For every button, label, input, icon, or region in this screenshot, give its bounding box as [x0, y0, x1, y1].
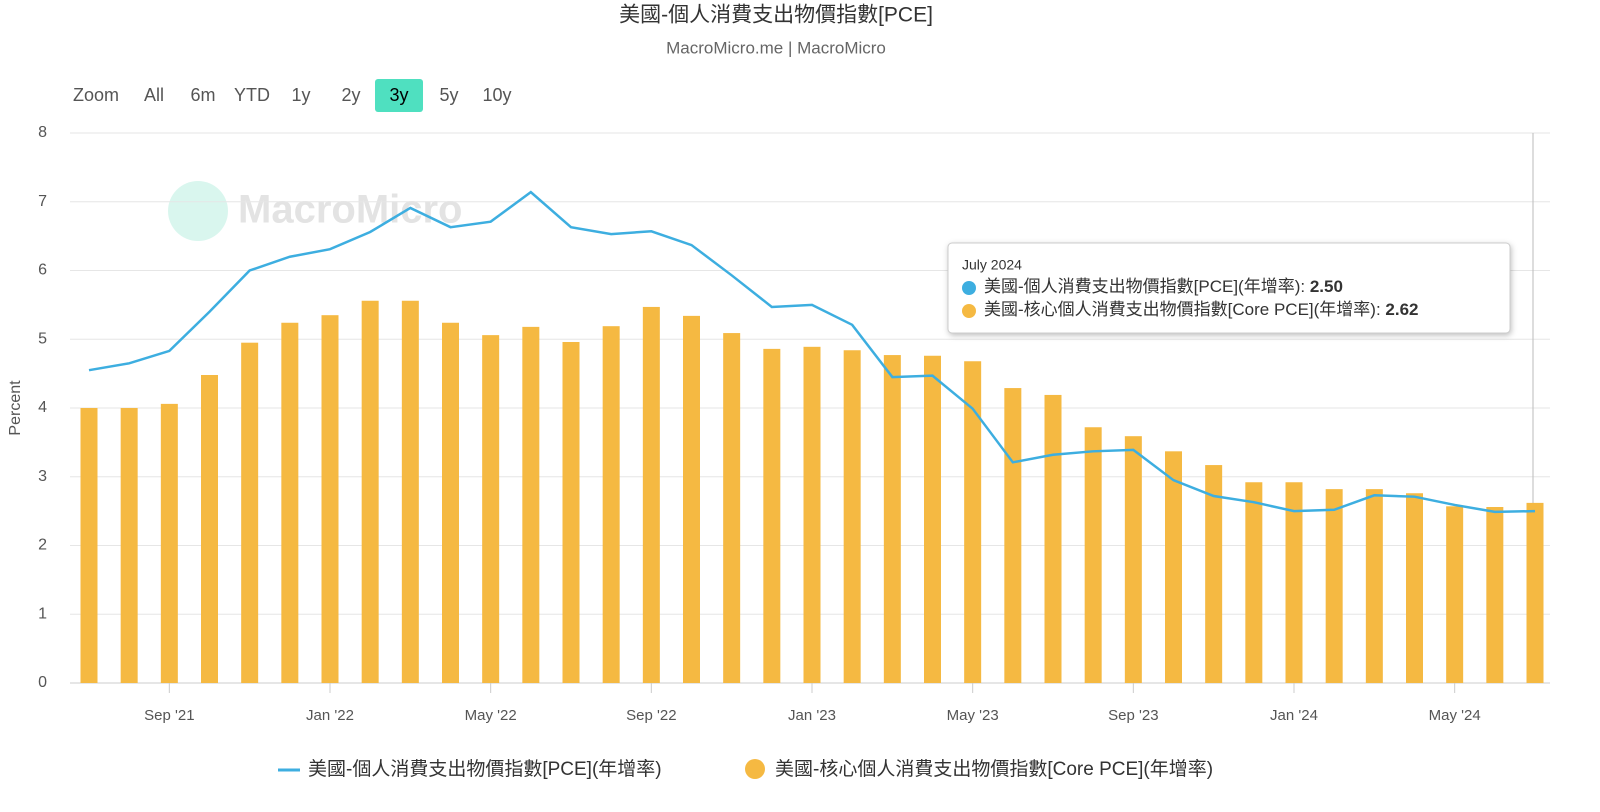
bar [442, 322, 459, 683]
bar [803, 346, 821, 683]
legend-label[interactable]: 美國-個人消費支出物價指數[PCE](年增率) [308, 758, 662, 780]
range-button[interactable]: All [144, 85, 164, 105]
tooltip-dot [962, 304, 976, 318]
tooltip-box [947, 242, 1511, 334]
bar [1486, 507, 1504, 683]
x-tick-label: Jan '22 [306, 707, 354, 724]
line [88, 190, 1536, 514]
x-tick-label: Sep '23 [1108, 707, 1158, 724]
y-tick-label: 0 [38, 674, 47, 691]
y-tick-label: 2 [38, 537, 47, 554]
tooltip-item: 美國-核心個人消費支出物價指數[Core PCE](年增率): 2.62 [984, 300, 1419, 319]
y-tick-label: 5 [38, 330, 47, 347]
bar [522, 326, 540, 683]
tooltip-label: 美國-核心個人消費支出物價指數[Core PCE](年增率): [984, 300, 1385, 319]
tooltip-dot [962, 281, 976, 295]
bar [1084, 427, 1102, 683]
x-tick-label: Jan '24 [1270, 707, 1318, 724]
x-tick-label: May '23 [947, 707, 999, 724]
x-tick-label: Sep '21 [144, 707, 194, 724]
bar [883, 355, 901, 683]
range-button[interactable]: 3y [389, 85, 408, 105]
bar [401, 300, 419, 683]
range-button[interactable]: 10y [482, 85, 511, 105]
x-tick-label: Jan '23 [788, 707, 836, 724]
bar [1124, 436, 1142, 683]
bar [241, 342, 259, 683]
bar [763, 348, 781, 683]
bar [361, 300, 379, 683]
bar [1245, 482, 1263, 683]
watermark: MacroMicro [238, 188, 463, 232]
bar [1446, 506, 1464, 683]
y-tick-label: 6 [38, 262, 47, 279]
range-button[interactable]: 2y [341, 85, 360, 105]
bar [321, 315, 339, 683]
bar [843, 350, 861, 683]
bar [1044, 394, 1062, 683]
bar [1526, 502, 1544, 683]
chart-title: 美國-個人消費支出物價指數[PCE] [619, 4, 933, 27]
chart-subtitle: MacroMicro.me | MacroMicro [666, 38, 886, 57]
watermark-logo [168, 181, 228, 241]
bar [562, 342, 580, 683]
bar [160, 403, 178, 683]
bar [201, 375, 218, 683]
legend-label[interactable]: 美國-核心個人消費支出物價指數[Core PCE](年增率) [775, 758, 1213, 780]
bar [1325, 489, 1343, 683]
bar [1365, 489, 1383, 683]
legend-swatch [745, 759, 765, 779]
tooltip-value: 2.62 [1385, 300, 1418, 319]
x-tick-label: May '22 [465, 707, 517, 724]
range-button[interactable]: YTD [234, 85, 270, 105]
tooltip-item: 美國-個人消費支出物價指數[PCE](年增率): 2.50 [984, 277, 1343, 296]
bar [642, 306, 660, 683]
y-axis-label: Percent [7, 380, 24, 436]
bar [1406, 493, 1423, 683]
x-tick-label: May '24 [1429, 707, 1481, 724]
y-tick-label: 8 [38, 124, 47, 141]
bar [1165, 451, 1182, 683]
bar [964, 361, 982, 683]
y-tick-label: 7 [38, 193, 47, 210]
range-button[interactable]: 5y [439, 85, 458, 105]
y-tick-label: 3 [38, 468, 47, 485]
tooltip-value: 2.50 [1310, 277, 1343, 296]
zoom-label: Zoom [73, 85, 119, 105]
bar [683, 315, 700, 683]
bar [482, 335, 500, 683]
range-button[interactable]: 1y [291, 85, 310, 105]
bar [1205, 465, 1223, 683]
bar [120, 408, 138, 683]
bar [80, 408, 98, 683]
bar [1004, 388, 1022, 683]
tooltip-title: July 2024 [962, 257, 1022, 273]
bar [602, 326, 620, 683]
bar [281, 322, 299, 683]
range-button[interactable]: 6m [190, 85, 215, 105]
y-tick-label: 1 [38, 605, 47, 622]
bar [723, 333, 741, 683]
x-tick-label: Sep '22 [626, 707, 676, 724]
tooltip-label: 美國-個人消費支出物價指數[PCE](年增率): [984, 277, 1310, 296]
range-button-bg [375, 79, 423, 112]
bar [1285, 482, 1303, 683]
y-tick-label: 4 [38, 399, 47, 416]
bar [924, 355, 941, 683]
